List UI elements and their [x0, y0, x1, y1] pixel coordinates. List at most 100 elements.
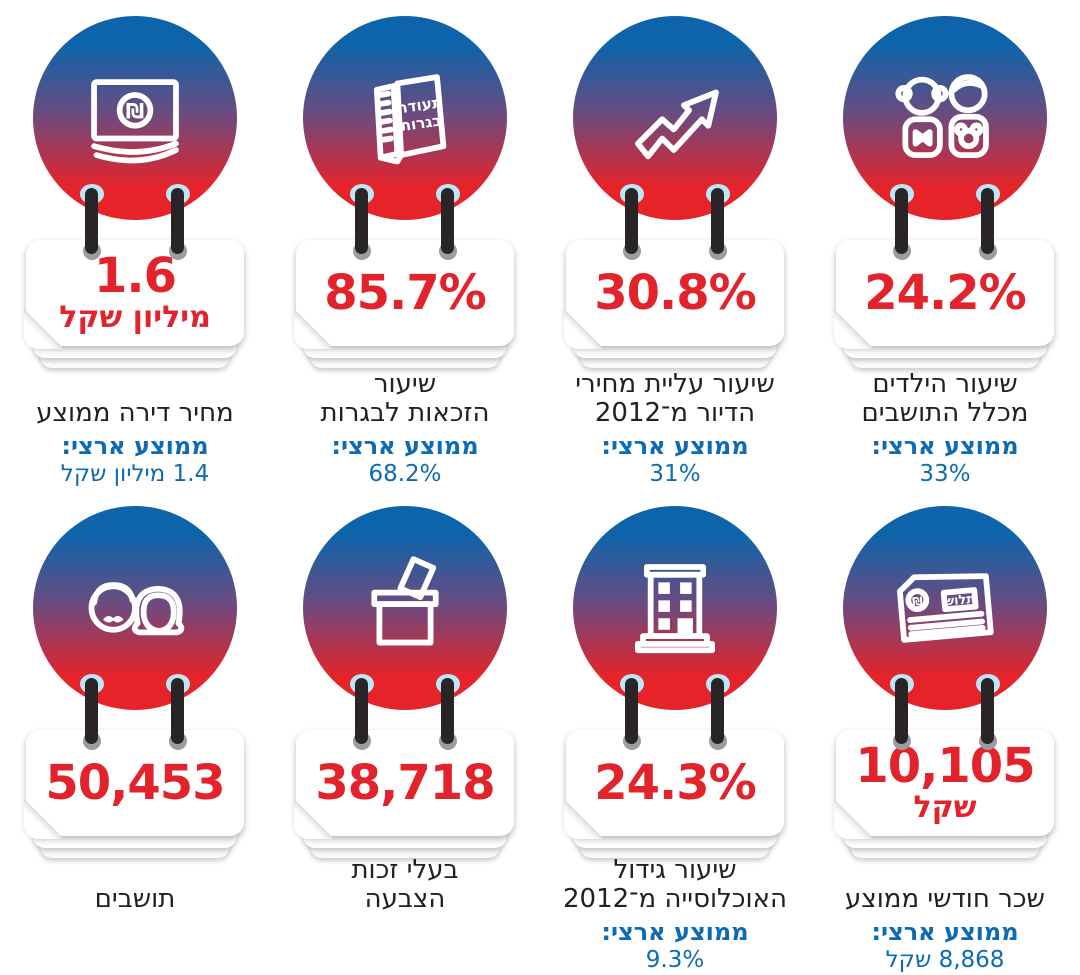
- sheet-page: 1.6 מיליון שקל: [26, 240, 244, 346]
- stat-label: תושבים: [94, 883, 176, 914]
- stat-value: 50,453: [45, 755, 225, 811]
- stat-value: 1.6: [93, 248, 177, 305]
- pin-rod: [85, 678, 98, 744]
- pin: [80, 506, 104, 756]
- stat-unit: שקל: [913, 790, 977, 826]
- national-average-value: 1.4 מיליון שקל: [60, 460, 210, 487]
- stat-visual: 24.2%: [810, 16, 1080, 368]
- national-average-value: 68.2%: [368, 460, 442, 487]
- stat-label: בעלי זכות הצבעה: [351, 854, 459, 914]
- pin: [620, 506, 644, 756]
- shekel-symbol: ₪: [912, 594, 924, 609]
- pin-rod: [441, 678, 454, 744]
- stat-value: 30.8%: [594, 265, 757, 321]
- stat-visual: ₪ 1.6 מיליון שקל: [0, 16, 270, 368]
- stat-value: 24.3%: [594, 755, 757, 811]
- pin: [620, 16, 644, 266]
- calendar-sheet: 24.2%: [836, 240, 1054, 374]
- pin: [350, 506, 374, 756]
- national-average-label: ממוצע ארצי:: [601, 918, 749, 946]
- stat-value: 10,105: [855, 738, 1035, 795]
- stat-value: 38,718: [315, 755, 495, 811]
- pin-rod: [711, 678, 724, 744]
- calendar-sheet: 24.3%: [566, 730, 784, 864]
- stat-panel-residents: 50,453 תושבים: [0, 488, 270, 975]
- pin: [976, 506, 1000, 756]
- man-woman-icon: [33, 506, 237, 710]
- pin: [166, 16, 190, 266]
- stat-value: 85.7%: [324, 265, 487, 321]
- shekel-symbol: ₪: [126, 99, 145, 123]
- trend-up-icon: [573, 16, 777, 220]
- stat-unit: מיליון שקל: [59, 300, 211, 336]
- national-average-label: ממוצע ארצי:: [601, 432, 749, 460]
- stat-panel-eligible-voters: 38,718 בעלי זכות הצבעה: [270, 488, 540, 975]
- sheet-page: 24.2%: [836, 240, 1054, 346]
- sheet-page: 85.7%: [296, 240, 514, 346]
- stat-visual: ₪ תלוש 10,105 שקל: [810, 506, 1080, 858]
- pin: [166, 506, 190, 756]
- children-icon: [843, 16, 1047, 220]
- stat-value: 24.2%: [864, 265, 1027, 321]
- calendar-sheet: 30.8%: [566, 240, 784, 374]
- stat-label: שיעור הילדים מכלל התושבים: [861, 368, 1029, 428]
- pin: [706, 506, 730, 756]
- calendar-sheet: 10,105 שקל: [836, 730, 1054, 864]
- national-average-label: ממוצע ארצי:: [871, 432, 1019, 460]
- pin-rod: [441, 188, 454, 254]
- pin: [80, 16, 104, 266]
- stat-panel-housing-price: ₪ 1.6 מיליון שקל מחיר דירה ממוצע: [0, 0, 270, 488]
- pin-rod: [895, 188, 908, 254]
- stat-visual: 30.8%: [540, 16, 810, 368]
- calendar-sheet: 50,453: [26, 730, 244, 864]
- stat-visual: 24.3%: [540, 506, 810, 858]
- pin-rod: [625, 188, 638, 254]
- stat-panel-salary: ₪ תלוש 10,105 שקל: [810, 488, 1080, 975]
- pin: [706, 16, 730, 266]
- pin-rod: [85, 188, 98, 254]
- pin-rod: [981, 678, 994, 744]
- stat-panel-housing-price-increase: 30.8% שיעור עליית מחירי הדיור מ־2012 ממו…: [540, 0, 810, 488]
- pin: [976, 16, 1000, 266]
- stat-visual: 50,453: [0, 506, 270, 858]
- stat-panel-matriculation: תעודת בגרות 85.7% שיעור הזכאות לבגרות ממ…: [270, 0, 540, 488]
- calendar-sheet: 1.6 מיליון שקל: [26, 240, 244, 374]
- pin: [350, 16, 374, 266]
- pin-rod: [625, 678, 638, 744]
- stat-label: שיעור עליית מחירי הדיור מ־2012: [575, 368, 775, 428]
- page-curl: [24, 309, 64, 349]
- pin-rod: [171, 678, 184, 744]
- pin-rod: [355, 188, 368, 254]
- pin-rod: [895, 678, 908, 744]
- sheet-page: 50,453: [26, 730, 244, 836]
- national-average-value: 9.3%: [645, 946, 705, 973]
- pin-rod: [981, 188, 994, 254]
- national-average-label: ממוצע ארצי:: [871, 918, 1019, 946]
- banknote-icon: ₪: [33, 16, 237, 220]
- stat-label: שיעור גידול האוכלוסייה מ־2012: [562, 854, 788, 914]
- infographic-board-row2: 50,453 תושבים: [0, 488, 1080, 975]
- stat-label: מחיר דירה ממוצע: [36, 397, 234, 428]
- stat-panel-children-share: 24.2% שיעור הילדים מכלל התושבים ממוצע אר…: [810, 0, 1080, 488]
- payslip-label-text: תלוש: [944, 592, 976, 610]
- pin-rod: [171, 188, 184, 254]
- certificate-text-line2: בגרות: [399, 112, 442, 136]
- calendar-sheet: 85.7%: [296, 240, 514, 374]
- sheet-page: 38,718: [296, 730, 514, 836]
- pin: [890, 16, 914, 266]
- national-average-value: 31%: [649, 460, 701, 487]
- national-average-label: ממוצע ארצי:: [331, 432, 479, 460]
- stat-visual: 38,718: [270, 506, 540, 858]
- ballot-box-icon: [303, 506, 507, 710]
- pin-rod: [711, 188, 724, 254]
- stat-panel-population-growth: 24.3% שיעור גידול האוכלוסייה מ־2012 ממוצ…: [540, 488, 810, 975]
- stat-label: שכר חודשי ממוצע: [845, 883, 1045, 914]
- pin-rod: [355, 678, 368, 744]
- building-icon: [573, 506, 777, 710]
- pin: [890, 506, 914, 756]
- sheet-page: 30.8%: [566, 240, 784, 346]
- payslip-icon: ₪ תלוש: [843, 506, 1047, 710]
- national-average-value: 8,868 שקל: [885, 946, 1005, 973]
- sheet-page: 10,105 שקל: [836, 730, 1054, 836]
